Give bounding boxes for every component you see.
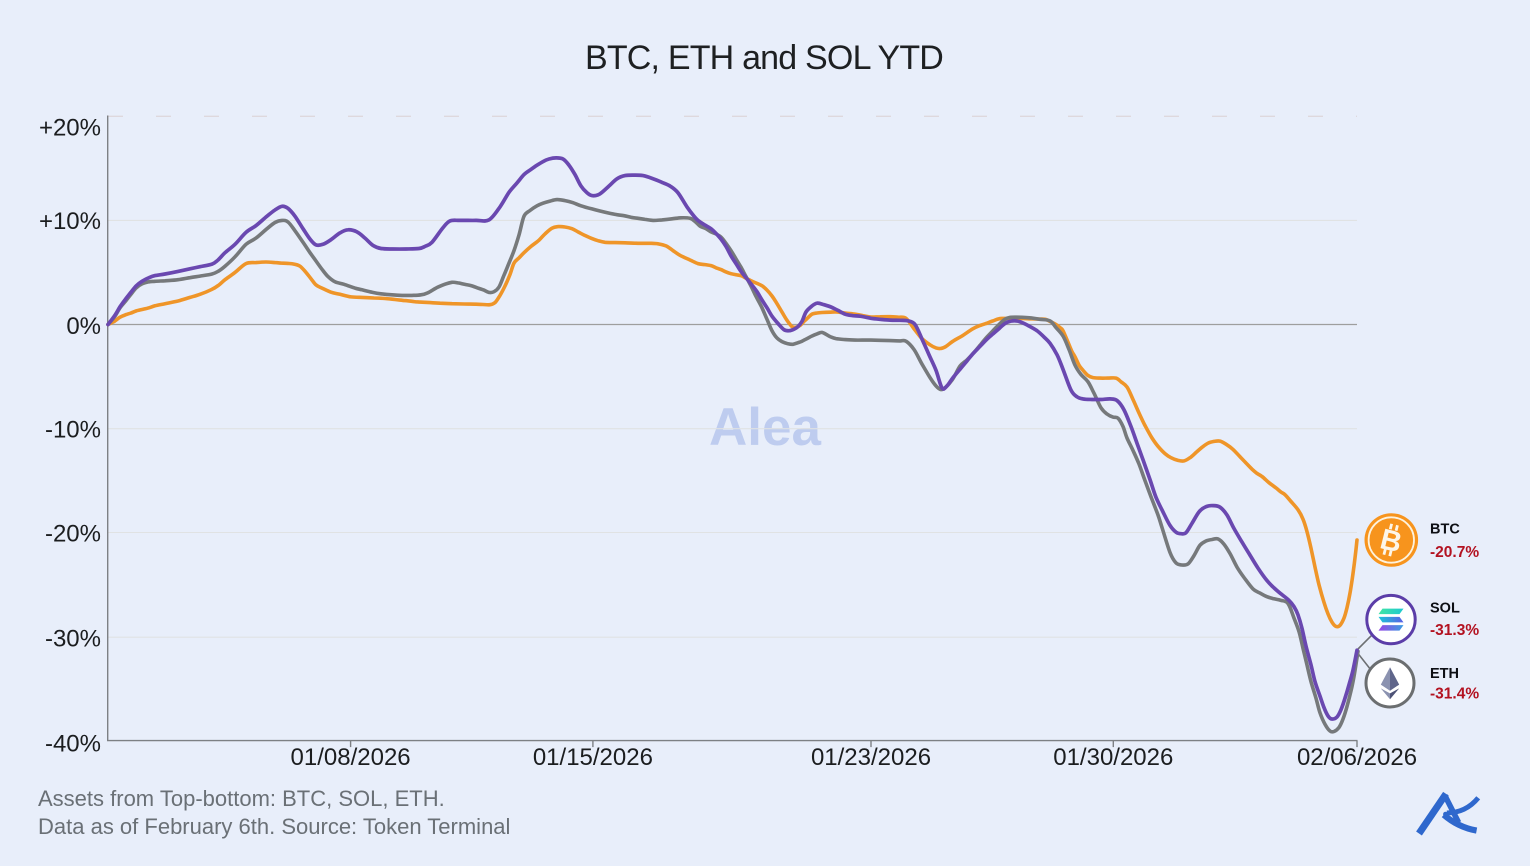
svg-text:02/06/2026: 02/06/2026 (1297, 744, 1417, 771)
svg-text:+20%: +20% (39, 115, 101, 142)
svg-text:+10%: +10% (39, 208, 101, 235)
svg-text:01/08/2026: 01/08/2026 (291, 744, 411, 771)
svg-text:Data as of February 6th. Sourc: Data as of February 6th. Source: Token T… (38, 814, 510, 839)
svg-text:-20.7%: -20.7% (1430, 544, 1479, 561)
svg-text:01/15/2026: 01/15/2026 (533, 744, 653, 771)
svg-text:Alea: Alea (709, 398, 821, 457)
svg-text:SOL: SOL (1430, 601, 1460, 617)
svg-text:-30%: -30% (45, 626, 101, 653)
svg-text:ETH: ETH (1430, 666, 1459, 682)
svg-text:BTC, ETH and SOL YTD: BTC, ETH and SOL YTD (585, 39, 943, 77)
svg-text:0%: 0% (66, 313, 101, 340)
svg-text:-31.4%: -31.4% (1430, 686, 1479, 703)
svg-text:-40%: -40% (45, 731, 101, 758)
svg-text:-10%: -10% (45, 417, 101, 444)
svg-text:Assets from Top-bottom: BTC, S: Assets from Top-bottom: BTC, SOL, ETH. (38, 786, 445, 811)
svg-text:-31.3%: -31.3% (1430, 622, 1479, 639)
svg-text:01/30/2026: 01/30/2026 (1053, 744, 1173, 771)
svg-text:01/23/2026: 01/23/2026 (811, 744, 931, 771)
svg-text:-20%: -20% (45, 521, 101, 548)
svg-text:BTC: BTC (1430, 522, 1460, 538)
